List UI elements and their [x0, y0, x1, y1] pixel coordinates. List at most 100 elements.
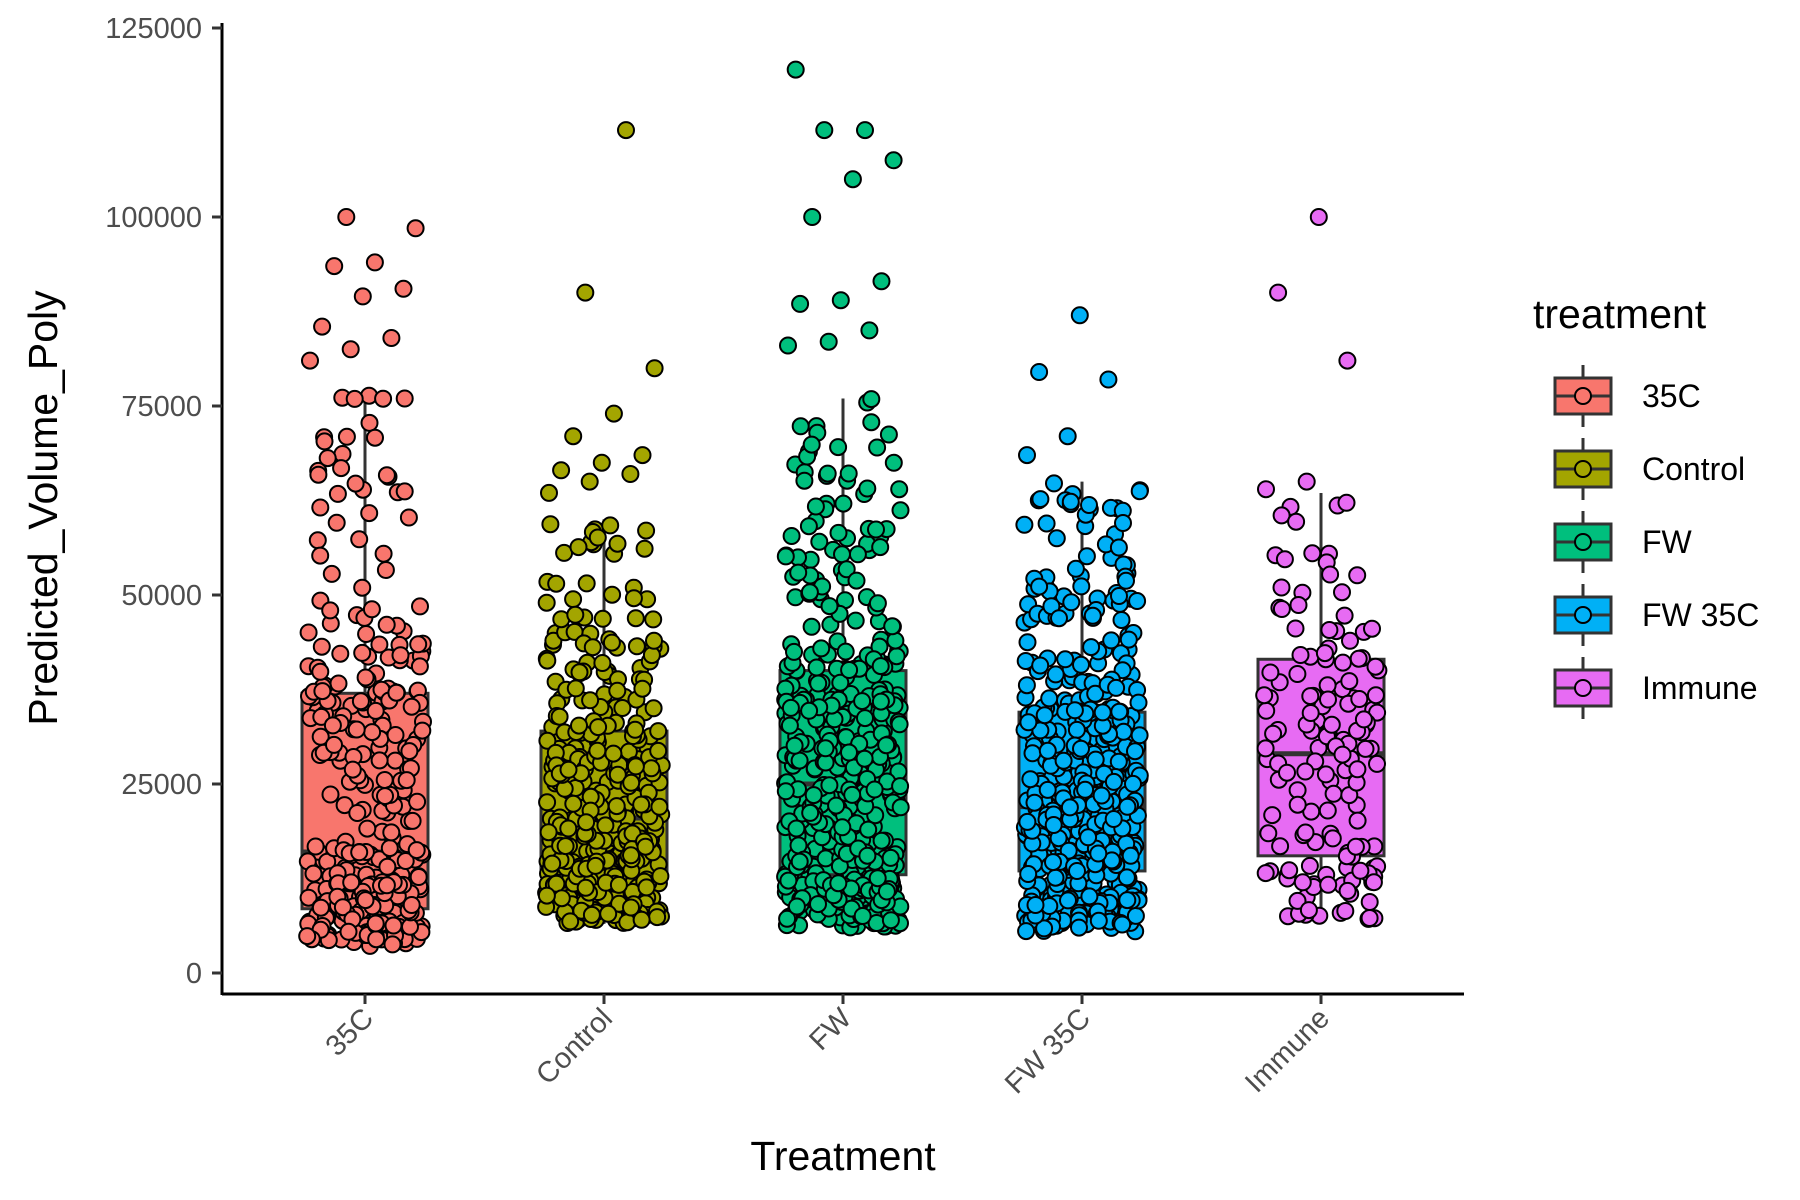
outlier-point	[779, 336, 797, 355]
outlier-point	[884, 151, 903, 170]
outlier-point	[633, 446, 652, 465]
data-point	[816, 739, 835, 758]
data-point	[881, 848, 900, 867]
data-point	[370, 635, 389, 654]
data-point	[377, 466, 396, 485]
outlier-point	[1030, 363, 1049, 381]
data-point	[311, 546, 330, 565]
data-point	[1335, 606, 1354, 625]
outlier-point	[1269, 283, 1288, 302]
series-fw	[776, 60, 910, 937]
x-axis-title: Treatment	[750, 1133, 936, 1179]
data-point	[576, 878, 595, 897]
data-point	[298, 927, 317, 946]
data-point	[556, 837, 575, 856]
data-point	[1047, 529, 1066, 548]
data-point	[1366, 686, 1385, 705]
legend-key-point	[1574, 387, 1592, 405]
data-point	[378, 857, 397, 876]
data-point	[321, 601, 340, 620]
outlier-point	[604, 404, 623, 423]
data-point	[1293, 873, 1312, 892]
data-point	[1346, 837, 1365, 856]
data-point	[1126, 742, 1144, 761]
data-point	[607, 797, 626, 816]
data-point	[564, 794, 583, 813]
data-point	[609, 875, 628, 894]
data-point	[795, 471, 814, 490]
series-fw-35c	[1015, 306, 1149, 941]
data-point	[374, 544, 393, 563]
data-point	[613, 699, 632, 717]
data-point	[593, 654, 612, 672]
data-point	[636, 837, 655, 856]
data-point	[386, 726, 405, 744]
data-point	[891, 798, 910, 817]
legend: treatment 35C Control FW FW 35C Immune	[1533, 291, 1759, 719]
data-point	[308, 531, 327, 550]
outlier-point	[621, 465, 640, 483]
data-point	[829, 874, 848, 893]
data-point	[884, 453, 903, 472]
data-point	[409, 868, 428, 886]
data-point	[1104, 772, 1123, 791]
data-point	[1286, 619, 1305, 638]
outlier-point	[580, 472, 599, 491]
outlier-point	[325, 257, 344, 276]
outlier-point	[406, 219, 425, 238]
data-point	[1038, 741, 1057, 760]
data-point	[593, 609, 612, 628]
data-point	[395, 389, 414, 408]
data-point	[583, 638, 602, 657]
data-point	[1092, 786, 1111, 805]
data-point	[877, 736, 896, 755]
data-point	[356, 891, 375, 910]
data-point	[1348, 566, 1367, 585]
data-point	[1364, 873, 1383, 892]
data-point	[345, 389, 364, 408]
data-point	[780, 716, 799, 735]
data-point	[1056, 650, 1075, 669]
data-point	[547, 574, 566, 593]
data-point	[853, 907, 872, 925]
outlier-point	[1338, 351, 1357, 370]
data-point	[1035, 919, 1054, 938]
data-point	[642, 759, 661, 778]
data-point	[321, 785, 340, 804]
data-point	[785, 736, 804, 755]
data-point	[356, 668, 375, 687]
data-point	[374, 389, 393, 408]
outlier-point	[576, 283, 595, 302]
data-point	[1044, 853, 1062, 872]
data-point	[776, 547, 795, 566]
data-point	[539, 823, 558, 842]
data-point	[1261, 663, 1280, 682]
y-tick-label: 75000	[121, 391, 202, 423]
data-point	[346, 474, 365, 493]
data-point	[1080, 887, 1099, 906]
outlier-point	[1309, 208, 1328, 226]
data-point	[322, 564, 341, 583]
legend-key-point	[1574, 533, 1592, 551]
outlier-point	[856, 121, 874, 140]
data-point	[1321, 565, 1340, 584]
data-point	[1299, 901, 1318, 920]
outlier-point	[872, 272, 891, 291]
data-point	[566, 605, 585, 624]
data-point	[408, 792, 427, 811]
data-point	[537, 593, 556, 612]
data-point	[891, 777, 910, 796]
data-point	[887, 647, 906, 666]
data-point	[858, 846, 877, 865]
legend-item: FW 35C	[1553, 584, 1759, 646]
data-point	[806, 497, 825, 516]
outlier-point	[803, 208, 822, 226]
data-point	[1360, 893, 1379, 911]
data-point	[1086, 684, 1105, 703]
data-point	[1124, 774, 1142, 793]
data-point	[1351, 861, 1370, 880]
data-point	[312, 637, 331, 656]
data-point	[1018, 812, 1037, 831]
data-point	[1038, 780, 1057, 799]
data-point	[400, 742, 419, 761]
